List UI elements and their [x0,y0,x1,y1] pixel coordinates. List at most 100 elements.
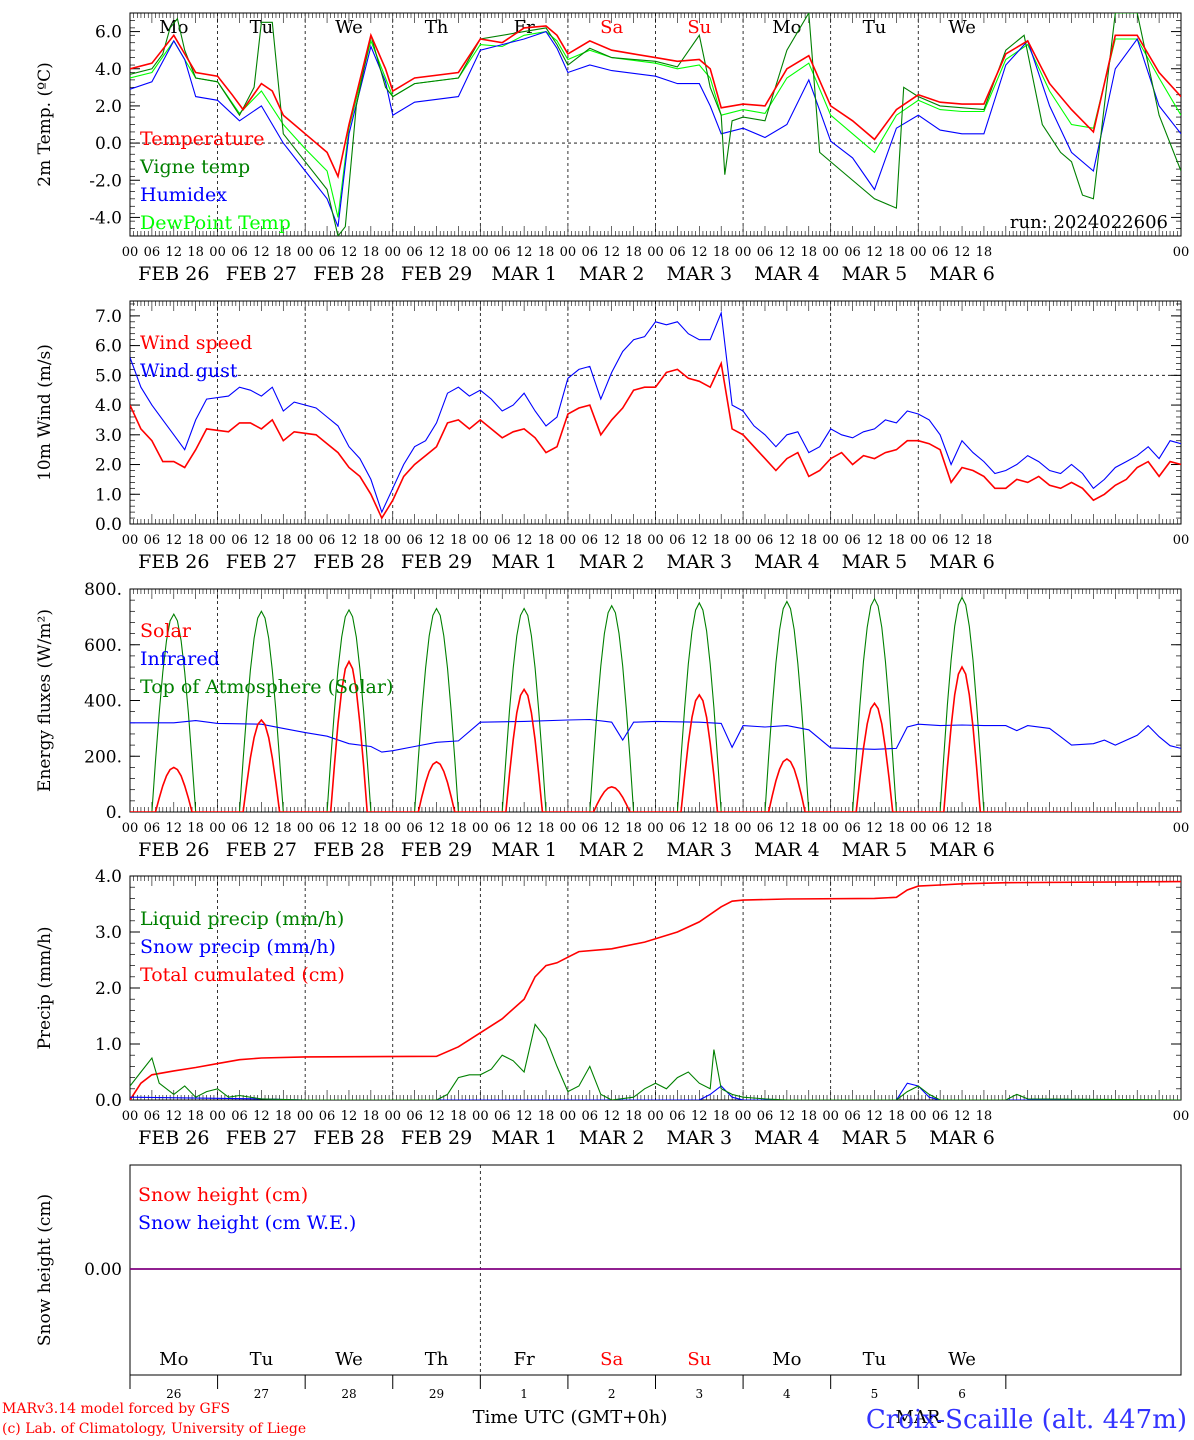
x-date-label: MAR 5 [842,839,908,861]
x-hour-label: 18 [275,1109,292,1124]
x-hour-label: 06 [406,1109,423,1124]
legend-entry: Humidex [140,184,227,206]
x-hour-label: 00 [122,533,139,548]
legend-entry: Snow height (cm W.E.) [138,1212,356,1234]
x-hour-label: 18 [187,821,204,836]
x-hour-label: 12 [516,245,533,260]
x-hour-label: 18 [275,245,292,260]
x-date-label: FEB 28 [313,263,384,285]
x-hour-label: 06 [406,821,423,836]
x-hour-label: 00 [209,1109,226,1124]
weekday-label: Su [687,1349,711,1370]
plot-frame [129,300,1182,525]
y-tick-label: 2.0 [95,97,122,117]
credit-lab: (c) Lab. of Climatology, University of L… [2,1421,306,1437]
weekday-label: We [335,17,363,38]
x-hour-label: 00 [297,245,314,260]
x-hour-label: 00 [472,533,489,548]
x-date-label: FEB 26 [138,1127,209,1149]
x-date-label: MAR 6 [929,839,995,861]
x-hour-label: 18 [363,245,380,260]
x-hour-label: 06 [844,533,861,548]
x-hour-label: 12 [341,1109,358,1124]
y-tick-label: 3.0 [95,923,122,943]
legend-entry: Snow height (cm) [138,1184,308,1206]
x-hour-label: 18 [275,533,292,548]
x-hour-label: 12 [691,533,708,548]
x-hour-label: 18 [976,821,993,836]
x-hour-label: 18 [450,821,467,836]
day-number-label: 26 [166,1387,181,1401]
legend-entry: Liquid precip (mm/h) [140,908,344,930]
x-date-label: MAR 2 [579,839,645,861]
x-hour-label: 00 [647,245,664,260]
x-hour-label: 12 [866,245,883,260]
x-date-label: MAR 4 [754,551,820,573]
legend-entry: Wind speed [140,332,252,354]
day-number-label: 6 [958,1387,966,1401]
x-date-label: FEB 27 [226,551,297,573]
x-hour-label: 00 [472,821,489,836]
x-date-label: MAR 4 [754,1127,820,1149]
x-hour-label: 06 [669,821,686,836]
x-date-label: MAR 5 [842,551,908,573]
x-hour-label: 12 [516,1109,533,1124]
weekday-label: Fr [514,1349,535,1370]
x-hour-label: 06 [844,245,861,260]
series-infrared [130,718,1181,753]
x-hour-label: 06 [932,245,949,260]
x-hour-label: 18 [888,821,905,836]
series-dewpoint-temp [130,31,1181,218]
x-hour-label: 12 [954,821,971,836]
x-date-label: MAR 6 [929,551,995,573]
weekday-label: Mo [772,17,801,38]
x-hour-label: 12 [516,533,533,548]
x-hour-label: 00 [647,821,664,836]
x-date-label: MAR 3 [666,1127,732,1149]
x-hour-label: 12 [954,1109,971,1124]
x-hour-label: 12 [779,533,796,548]
series-temperature [130,25,1181,180]
x-hour-label: 00 [910,821,927,836]
y-tick-label: 1.0 [95,1035,122,1055]
x-hour-label: 18 [187,533,204,548]
legend-entry: Wind gust [140,360,238,382]
x-hour-label: 12 [166,533,183,548]
weekday-label: Tu [250,17,274,38]
x-hour-label: 06 [932,821,949,836]
day-number-label: 3 [695,1387,703,1401]
x-hour-label: 12 [779,821,796,836]
x-hour-label: 00 [297,1109,314,1124]
x-hour-label: 12 [603,1109,620,1124]
x-date-label: FEB 29 [401,263,472,285]
day-number-label: 28 [341,1387,356,1401]
x-date-label: MAR 5 [842,1127,908,1149]
x-date-label: MAR 1 [491,839,557,861]
y-tick-label: 5.0 [95,366,122,386]
x-date-label: MAR 4 [754,839,820,861]
weekday-label: Th [425,17,449,38]
x-hour-label: 00 [472,245,489,260]
x-date-label: MAR 3 [666,551,732,573]
weekday-label: Tu [863,1349,887,1370]
x-hour-label: 00 [209,533,226,548]
x-hour-label: 18 [625,533,642,548]
x-hour-label: 18 [625,1109,642,1124]
x-hour-label: 06 [669,245,686,260]
x-hour-label: 06 [757,1109,774,1124]
x-hour-label: 00 [297,533,314,548]
x-hour-label: 12 [253,533,270,548]
x-date-label: FEB 27 [226,263,297,285]
x-hour-label: 18 [538,533,555,548]
y-tick-label: -4.0 [89,208,122,228]
x-date-label: FEB 29 [401,1127,472,1149]
x-hour-label: 00 [822,245,839,260]
x-hour-label: 18 [976,533,993,548]
x-hour-label: 06 [757,533,774,548]
y-tick-label: 1.0 [95,485,122,505]
y-tick-label: 0.0 [95,515,122,535]
x-hour-label: 12 [954,245,971,260]
y-tick-label: 0.0 [95,134,122,154]
y-tick-label: -2.0 [89,171,122,191]
x-date-label: FEB 26 [138,263,209,285]
